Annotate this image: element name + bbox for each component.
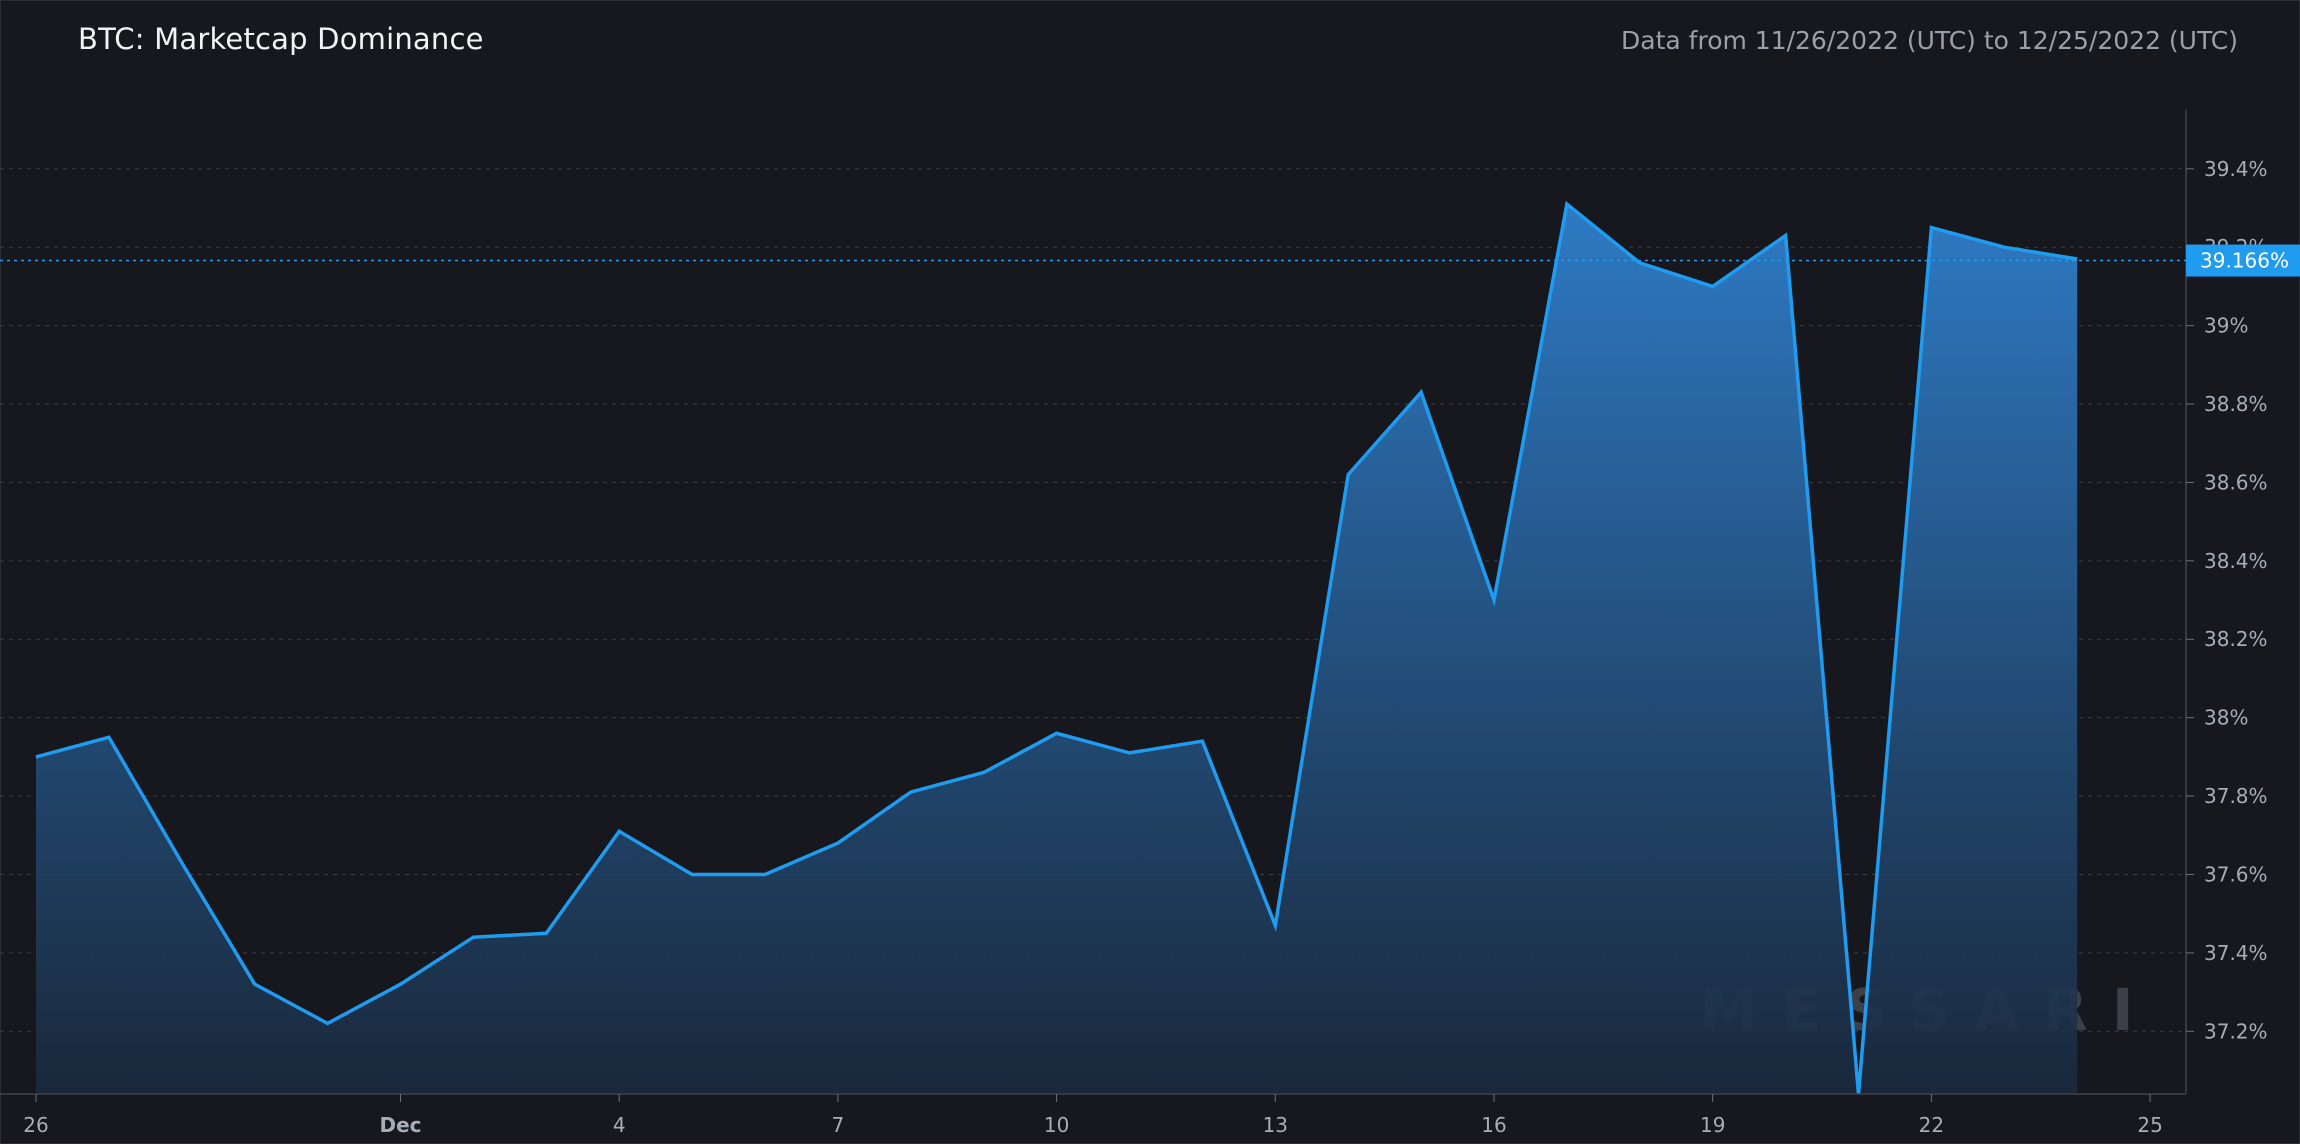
area-fill	[36, 204, 2078, 1095]
chart-title: BTC: Marketcap Dominance	[78, 22, 484, 56]
y-tick-label: 38%	[2204, 706, 2248, 730]
y-axis-ticks: 37.2% 37.4% 37.6% 37.8% 38% 38.2% 38.4% 38.6% 38…	[2186, 157, 2268, 1043]
data-point[interactable]	[836, 841, 840, 845]
x-tick-label: 10	[1044, 1113, 1069, 1137]
y-tick-label: 37.8%	[2204, 784, 2268, 808]
current-value-marker: 39.166%	[0, 244, 2300, 277]
data-point[interactable]	[326, 1021, 330, 1025]
current-value-label: 39.166%	[2200, 249, 2289, 273]
x-tick-label: 4	[613, 1113, 626, 1137]
y-tick-label: 38.8%	[2204, 392, 2268, 416]
series-line	[35, 200, 2078, 1095]
x-tick-label: Dec	[379, 1113, 421, 1137]
x-tick-label: 22	[1919, 1113, 1944, 1137]
data-point[interactable]	[1711, 284, 1715, 288]
data-point[interactable]	[107, 735, 111, 739]
y-tick-label: 37.6%	[2204, 862, 2268, 886]
y-tick-label: 38.6%	[2204, 470, 2268, 494]
x-axis-ticks: 26 Dec 4 7 10 13 16 19 22 25	[23, 1094, 2163, 1137]
data-point[interactable]	[1492, 598, 1496, 602]
data-point[interactable]	[617, 829, 621, 833]
data-point[interactable]	[2075, 257, 2079, 261]
x-tick-label: 25	[2137, 1113, 2162, 1137]
data-point[interactable]	[253, 982, 257, 986]
data-point[interactable]	[399, 982, 403, 986]
y-tick-label: 39.4%	[2204, 157, 2268, 181]
y-tick-label: 38.4%	[2204, 549, 2268, 573]
data-point[interactable]	[909, 790, 913, 794]
data-point[interactable]	[1128, 751, 1132, 755]
data-point[interactable]	[763, 873, 767, 877]
data-point[interactable]	[1638, 261, 1642, 265]
data-point[interactable]	[1784, 234, 1788, 238]
x-tick-label: 16	[1481, 1113, 1506, 1137]
area-series	[35, 200, 2078, 1095]
y-tick-label: 37.4%	[2204, 941, 2268, 965]
data-point[interactable]	[1419, 390, 1423, 394]
data-point[interactable]	[1929, 226, 1933, 230]
data-point[interactable]	[471, 935, 475, 939]
data-point[interactable]	[690, 873, 694, 877]
data-point[interactable]	[1565, 202, 1569, 206]
date-range-label: Data from 11/26/2022 (UTC) to 12/25/2022…	[1621, 26, 2238, 55]
y-tick-label: 39%	[2204, 314, 2248, 338]
y-tick-label: 38.2%	[2204, 627, 2268, 651]
x-tick-label: 19	[1700, 1113, 1725, 1137]
data-point[interactable]	[1346, 473, 1350, 477]
data-point[interactable]	[2002, 245, 2006, 249]
y-tick-label: 37.2%	[2204, 1019, 2268, 1043]
data-point[interactable]	[1273, 923, 1277, 927]
x-tick-label: 13	[1263, 1113, 1288, 1137]
data-point[interactable]	[180, 861, 184, 865]
data-point[interactable]	[34, 755, 38, 759]
current-value-badge	[2186, 244, 2300, 277]
data-point[interactable]	[982, 771, 986, 775]
data-point[interactable]	[544, 931, 548, 935]
x-tick-label: 26	[23, 1113, 48, 1137]
data-point[interactable]	[1055, 731, 1059, 735]
data-point[interactable]	[1200, 739, 1204, 743]
x-tick-label: 7	[832, 1113, 845, 1137]
